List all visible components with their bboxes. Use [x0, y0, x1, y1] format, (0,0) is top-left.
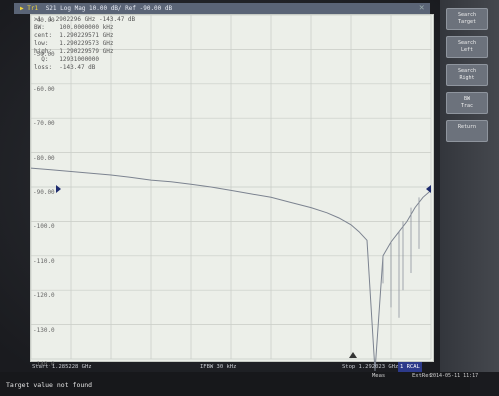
softkey-bw-trac[interactable]: BW Trac — [446, 92, 488, 114]
status-meas: Meas — [372, 373, 386, 379]
marker-row: high: 1.290229579 GHz — [34, 48, 114, 55]
plot-area[interactable] — [30, 14, 434, 362]
softkey-label: Return — [457, 124, 477, 130]
trace-line — [30, 167, 432, 372]
y-tick-label: -110.0 — [33, 257, 55, 265]
y-tick-label: -120.0 — [33, 292, 55, 300]
status-extref: ExtRef — [412, 373, 432, 379]
status-message: Target value not found — [6, 381, 93, 389]
marker-readout: >1 1.2902296 GHz -143.47 dB BW: 100.0000… — [34, 16, 184, 96]
y-tick-label: -40.00 — [33, 17, 55, 24]
softkey-label: Search Target — [457, 12, 477, 25]
y-tick-label: -100.0 — [33, 223, 55, 231]
trace-tag: ▶ Tr1 — [20, 5, 39, 12]
marker-row: low: 1.290229573 GHz — [34, 40, 114, 47]
channel-badge[interactable]: 1 RCAL — [398, 362, 422, 372]
marker-row: BW: 100.0000000 kHz — [34, 24, 114, 31]
sweep-info-bar: Start 1.285228 GHz IFBW 30 kHz Stop 1.29… — [30, 362, 432, 372]
marker-triangle-icon[interactable] — [349, 352, 357, 358]
y-tick-label: -70.00 — [33, 120, 55, 128]
y-tick-label: -80.00 — [33, 154, 55, 162]
softkey-search-target[interactable]: Search Target — [446, 8, 488, 30]
softkey-label: Search Right — [457, 68, 477, 81]
close-icon[interactable]: ✕ — [419, 3, 425, 13]
softkey-search-right[interactable]: Search Right — [446, 64, 488, 86]
trace-title-bar[interactable]: ▶ Tr1 S21 Log Mag 10.00 dB/ Ref -90.00 d… — [14, 3, 430, 14]
status-datetime: 2014-05-11 11:17 — [430, 373, 479, 379]
trace-title-text: S21 Log Mag 10.00 dB/ Ref -90.00 dB — [45, 5, 173, 12]
y-tick-label: -50.00 — [33, 51, 55, 59]
status-bar: Target value not found Meas ExtRef 2014-… — [0, 372, 478, 396]
stop-frequency: Stop 1.292023 GHz — [342, 364, 399, 370]
softkey-return[interactable]: Return — [446, 120, 488, 142]
marker-row: Q: 12931000000 — [34, 56, 100, 63]
y-tick-label: -140.0 — [33, 361, 55, 368]
softkey-panel: Search Target Search Left Search Right B… — [440, 0, 499, 372]
reference-level-arrow-right — [426, 185, 431, 193]
start-frequency: Start 1.285228 GHz — [32, 364, 92, 370]
y-tick-label: -130.0 — [33, 326, 55, 334]
y-tick-label: -90.00 — [33, 189, 55, 196]
marker-row: cent: 1.290229571 GHz — [34, 32, 114, 39]
y-tick-label: -60.00 — [33, 85, 55, 93]
reference-level-arrow-left — [56, 185, 61, 193]
softkey-label: Search Left — [457, 40, 477, 53]
softkey-search-left[interactable]: Search Left — [446, 36, 488, 58]
ifbw-value: IFBW 30 kHz — [200, 364, 237, 370]
marker-row: loss: -143.47 dB — [34, 64, 96, 71]
marker-header: >1 1.2902296 GHz -143.47 dB — [34, 16, 136, 23]
softkey-label: BW Trac — [460, 96, 474, 109]
